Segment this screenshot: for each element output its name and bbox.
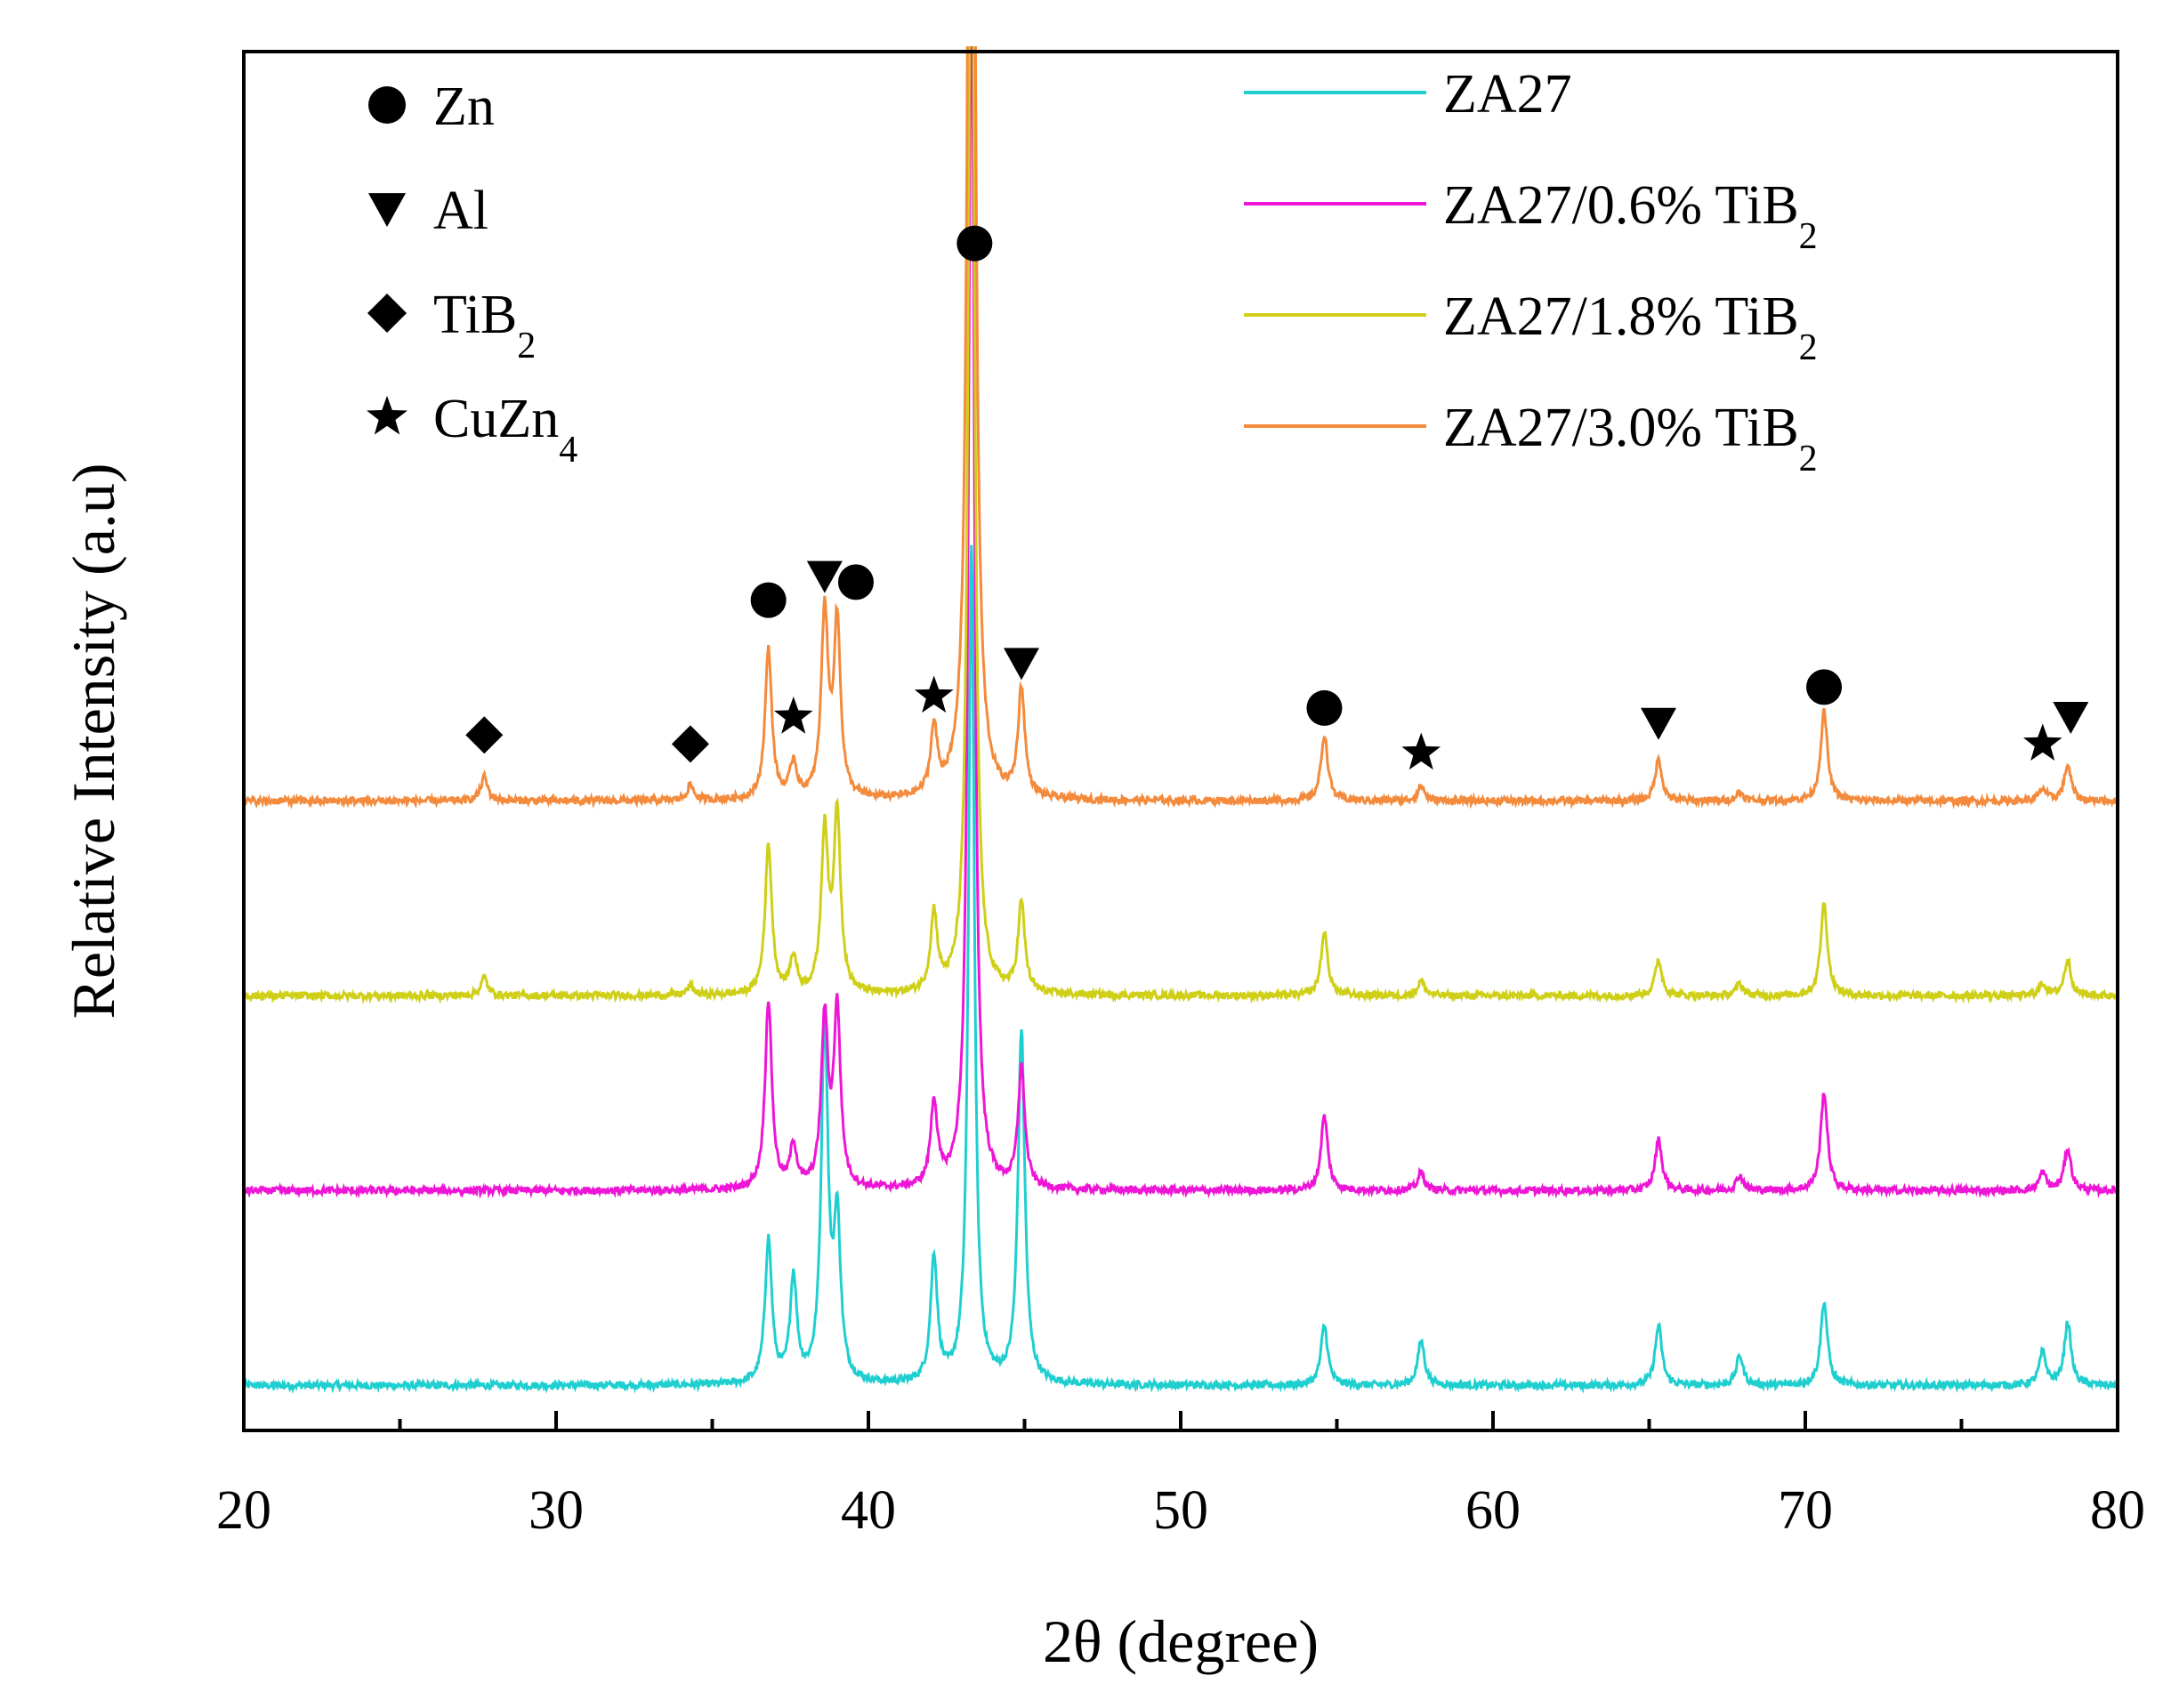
triangle-marker-icon (1003, 648, 1039, 681)
phase-label: Zn (433, 77, 495, 137)
diamond-marker-icon (671, 725, 709, 763)
circle-marker-icon (956, 225, 993, 262)
y-axis-title: Relative Intensity (a.u) (60, 463, 127, 1019)
phase-label: Al (433, 181, 488, 241)
series-layer (244, 46, 2118, 1395)
phase-label: TiB2 (433, 285, 536, 367)
circle-marker-icon (1806, 669, 1843, 705)
x-ticks: 20 30 40 50 60 70 80 (216, 1411, 2145, 1541)
circle-marker-icon (1306, 689, 1343, 726)
x-tick-label: 40 (841, 1480, 896, 1541)
series-legend: ZA27 ZA27/0.6% TiB2 ZA27/1.8% TiB2 ZA27/3.0… (1244, 64, 1818, 479)
legend-label: ZA27 (1443, 64, 1572, 125)
x-tick-label: 20 (216, 1480, 271, 1541)
axes-layer: 20 30 40 50 60 70 80 2θ (degree) Relative Inte… (60, 50, 2145, 1675)
legend-label: ZA27/3.0% TiB2 (1443, 398, 1818, 479)
phase-label: CuZn4 (433, 389, 577, 471)
series-line (244, 544, 2118, 1395)
circle-marker-icon (750, 582, 787, 618)
triangle-marker-icon (368, 193, 406, 227)
star-marker-icon (1401, 732, 1441, 770)
circle-marker-icon (837, 564, 874, 600)
series-line (244, 46, 2118, 1005)
x-tick-label: 50 (1153, 1480, 1208, 1541)
diamond-marker-icon (465, 716, 504, 754)
legend-label: ZA27/1.8% TiB2 (1443, 286, 1818, 368)
peak-markers (465, 225, 2089, 770)
triangle-marker-icon (1641, 707, 1677, 740)
series-line (244, 46, 2118, 1199)
series-line (244, 46, 2118, 810)
star-marker-icon (2022, 723, 2062, 761)
triangle-marker-icon (2053, 702, 2089, 735)
x-tick-label: 30 (529, 1480, 584, 1541)
x-tick-label: 70 (1778, 1480, 1833, 1541)
x-tick-label: 80 (2090, 1480, 2145, 1541)
star-marker-icon (367, 395, 408, 435)
circle-marker-icon (368, 86, 406, 124)
star-marker-icon (914, 675, 954, 713)
diamond-marker-icon (367, 293, 408, 334)
x-tick-label: 60 (1465, 1480, 1521, 1541)
triangle-marker-icon (806, 560, 843, 593)
star-marker-icon (773, 697, 813, 734)
legend-label: ZA27/0.6% TiB2 (1443, 175, 1818, 257)
plot-frame (242, 50, 2119, 1432)
phase-legend: Zn Al TiB2 CuZn4 (367, 77, 577, 471)
x-axis-title: 2θ (degree) (1043, 1607, 1319, 1675)
